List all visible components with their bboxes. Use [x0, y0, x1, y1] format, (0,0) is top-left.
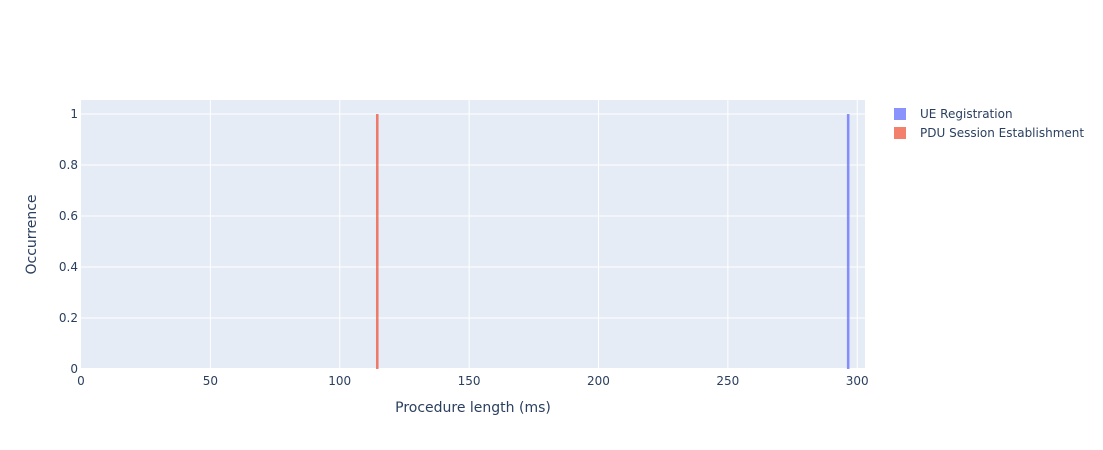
- x-tick-label: 250: [716, 374, 739, 388]
- legend-swatch: [894, 108, 906, 120]
- x-tick-label: 150: [458, 374, 481, 388]
- legend-item[interactable]: PDU Session Establishment: [894, 126, 1084, 140]
- x-tick-label: 200: [587, 374, 610, 388]
- histogram-bar[interactable]: [375, 114, 379, 369]
- legend-label: PDU Session Establishment: [920, 126, 1084, 140]
- bars: [375, 114, 850, 369]
- y-tick-label: 0.2: [59, 311, 78, 325]
- y-tick-label: 0.8: [59, 158, 78, 172]
- x-axis-title: Procedure length (ms): [395, 400, 551, 416]
- y-tick-label: 0: [70, 362, 78, 376]
- legend[interactable]: UE Registration PDU Session Establishment: [894, 107, 1084, 140]
- x-tick-label: 300: [846, 374, 869, 388]
- x-tick-label: 50: [203, 374, 218, 388]
- x-tick-label: 0: [77, 374, 85, 388]
- legend-swatch: [894, 127, 906, 139]
- x-axis-ticks: 0 50 100 150 200 250 300: [77, 374, 869, 388]
- y-tick-label: 1: [70, 107, 78, 121]
- histogram-bar[interactable]: [846, 114, 850, 369]
- y-axis-ticks: 0 0.2 0.4 0.6 0.8 1: [59, 107, 78, 376]
- grid-lines: [81, 100, 865, 370]
- y-tick-label: 0.6: [59, 209, 78, 223]
- x-tick-label: 100: [328, 374, 351, 388]
- legend-item[interactable]: UE Registration: [894, 107, 1013, 121]
- plot-area-background: [81, 100, 865, 369]
- y-tick-label: 0.4: [59, 260, 78, 274]
- y-axis-title: Occurrence: [24, 194, 40, 274]
- legend-label: UE Registration: [920, 107, 1013, 121]
